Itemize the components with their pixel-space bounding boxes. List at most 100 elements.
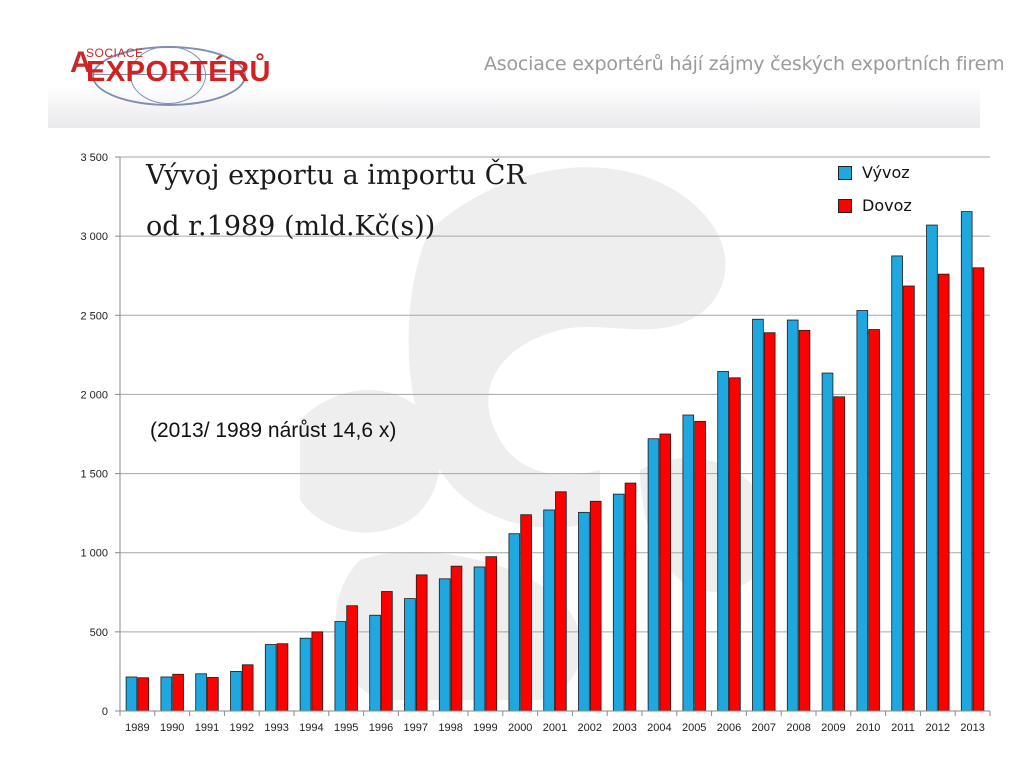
legend: Vývoz Dovoz	[838, 156, 912, 222]
bar-vyvoz	[195, 673, 207, 712]
bar-dovoz	[311, 631, 324, 712]
x-tick-label: 2003	[612, 722, 636, 734]
bar-vyvoz	[612, 493, 625, 712]
legend-item-vyvoz: Vývoz	[838, 156, 912, 189]
bar-vyvoz	[438, 578, 451, 712]
bar-dovoz	[972, 267, 985, 712]
bar-dovoz	[415, 574, 428, 712]
bar-dovoz	[694, 420, 706, 712]
bar-dovoz	[207, 677, 219, 712]
bar-vyvoz	[856, 310, 869, 712]
x-tick-label: 1996	[369, 722, 393, 734]
bar-vyvoz	[543, 509, 555, 712]
bar-vyvoz	[125, 676, 138, 712]
x-tick-label: 1994	[299, 722, 323, 734]
bar-vyvoz	[752, 318, 764, 712]
bar-dovoz	[624, 482, 637, 712]
x-tick-label: 2005	[682, 722, 706, 734]
legend-label-vyvoz: Vývoz	[862, 163, 910, 182]
x-tick-label: 2002	[578, 722, 602, 734]
x-tick-label: 1993	[264, 722, 288, 734]
bar-dovoz	[276, 643, 289, 712]
bar-vyvoz	[404, 598, 416, 712]
bar-vyvoz	[647, 438, 660, 712]
x-tick-label: 2001	[543, 722, 567, 734]
bar-dovoz	[172, 673, 184, 712]
legend-label-dovoz: Dovoz	[862, 196, 912, 215]
bar-dovoz	[763, 332, 776, 712]
bar-vyvoz	[160, 676, 173, 712]
bar-dovoz	[346, 605, 358, 712]
bar-vyvoz	[230, 671, 242, 712]
x-tick-label: 1997	[404, 722, 428, 734]
x-tick-label: 2009	[821, 722, 845, 734]
bar-dovoz	[450, 565, 463, 712]
bar-vyvoz	[264, 644, 277, 712]
bar-dovoz	[520, 514, 532, 712]
x-tick-label: 2010	[856, 722, 880, 734]
bar-vyvoz	[821, 372, 834, 712]
logo-globe-icon	[92, 46, 246, 106]
x-tick-label: 2011	[891, 722, 915, 734]
chart-title-line-1: Vývoj exportu a importu ČR	[146, 160, 526, 191]
bar-vyvoz	[334, 621, 347, 712]
y-tick-label: 2 500	[80, 310, 108, 322]
bar-dovoz	[833, 396, 846, 712]
logo-letter: A	[70, 46, 92, 79]
bar-dovoz	[729, 377, 741, 712]
bar-vyvoz	[578, 511, 590, 712]
logo-main-text: EXPORTÉRŮ	[86, 56, 271, 88]
x-tick-label: 2013	[960, 722, 984, 734]
x-tick-label: 1990	[160, 722, 184, 734]
x-tick-label: 2000	[508, 722, 532, 734]
bar-dovoz	[555, 491, 567, 712]
x-tick-label: 1998	[438, 722, 462, 734]
y-tick-label: 3 500	[80, 152, 108, 164]
bar-dovoz	[798, 329, 811, 712]
bar-dovoz	[868, 329, 880, 712]
bar-dovoz	[485, 556, 498, 712]
bar-dovoz	[589, 500, 602, 712]
bar-vyvoz	[682, 414, 695, 712]
y-tick-label: 500	[90, 627, 108, 639]
bar-vyvoz	[717, 371, 729, 712]
x-tick-label: 2004	[647, 722, 671, 734]
bar-vyvoz	[960, 211, 973, 712]
x-tick-label: 2007	[752, 722, 776, 734]
logo-small-text: SOCIACE	[86, 46, 144, 60]
x-tick-label: 1999	[473, 722, 497, 734]
bar-vyvoz	[299, 637, 312, 712]
y-axis: 0 500 1 000 1 500 2 000 2 500 3 000 3 500	[80, 152, 121, 718]
x-tick-label: 1992	[230, 722, 254, 734]
bar-vyvoz	[891, 255, 903, 712]
y-tick-label: 1 000	[80, 548, 108, 560]
legend-item-dovoz: Dovoz	[838, 189, 912, 222]
bar-dovoz	[659, 433, 672, 712]
bar-dovoz	[241, 664, 254, 712]
x-tick-label: 1995	[334, 722, 358, 734]
bar-dovoz	[381, 591, 393, 712]
chart-title-line-2: od r.1989 (mld.Kč(s))	[146, 211, 436, 242]
bar-vyvoz	[926, 224, 938, 712]
legend-swatch-vyvoz	[838, 165, 852, 180]
y-tick-label: 1 500	[80, 469, 108, 481]
x-axis: 1989 1990 1991 1992 1993 1994 1995 1996 1997 1998…	[119, 710, 991, 734]
legend-swatch-dovoz	[838, 198, 852, 213]
bar-dovoz	[137, 677, 150, 712]
x-tick-label: 2012	[926, 722, 950, 734]
bar-vyvoz	[786, 319, 799, 712]
bar-dovoz	[903, 285, 915, 712]
bar-vyvoz	[473, 566, 486, 712]
bar-vyvoz	[508, 533, 521, 712]
bar-vyvoz	[369, 614, 381, 712]
x-tick-label: 2008	[786, 722, 810, 734]
bar-dovoz	[937, 273, 950, 712]
chart-annotation: (2013/ 1989 nárůst 14,6 x)	[150, 419, 397, 442]
y-tick-label: 0	[102, 706, 108, 718]
x-tick-label: 1989	[125, 722, 149, 734]
logo: A SOCIACE EXPORTÉRŮ	[62, 40, 282, 110]
y-tick-label: 3 000	[80, 231, 108, 243]
y-tick-label: 2 000	[80, 389, 108, 401]
x-tick-label: 2006	[717, 722, 741, 734]
